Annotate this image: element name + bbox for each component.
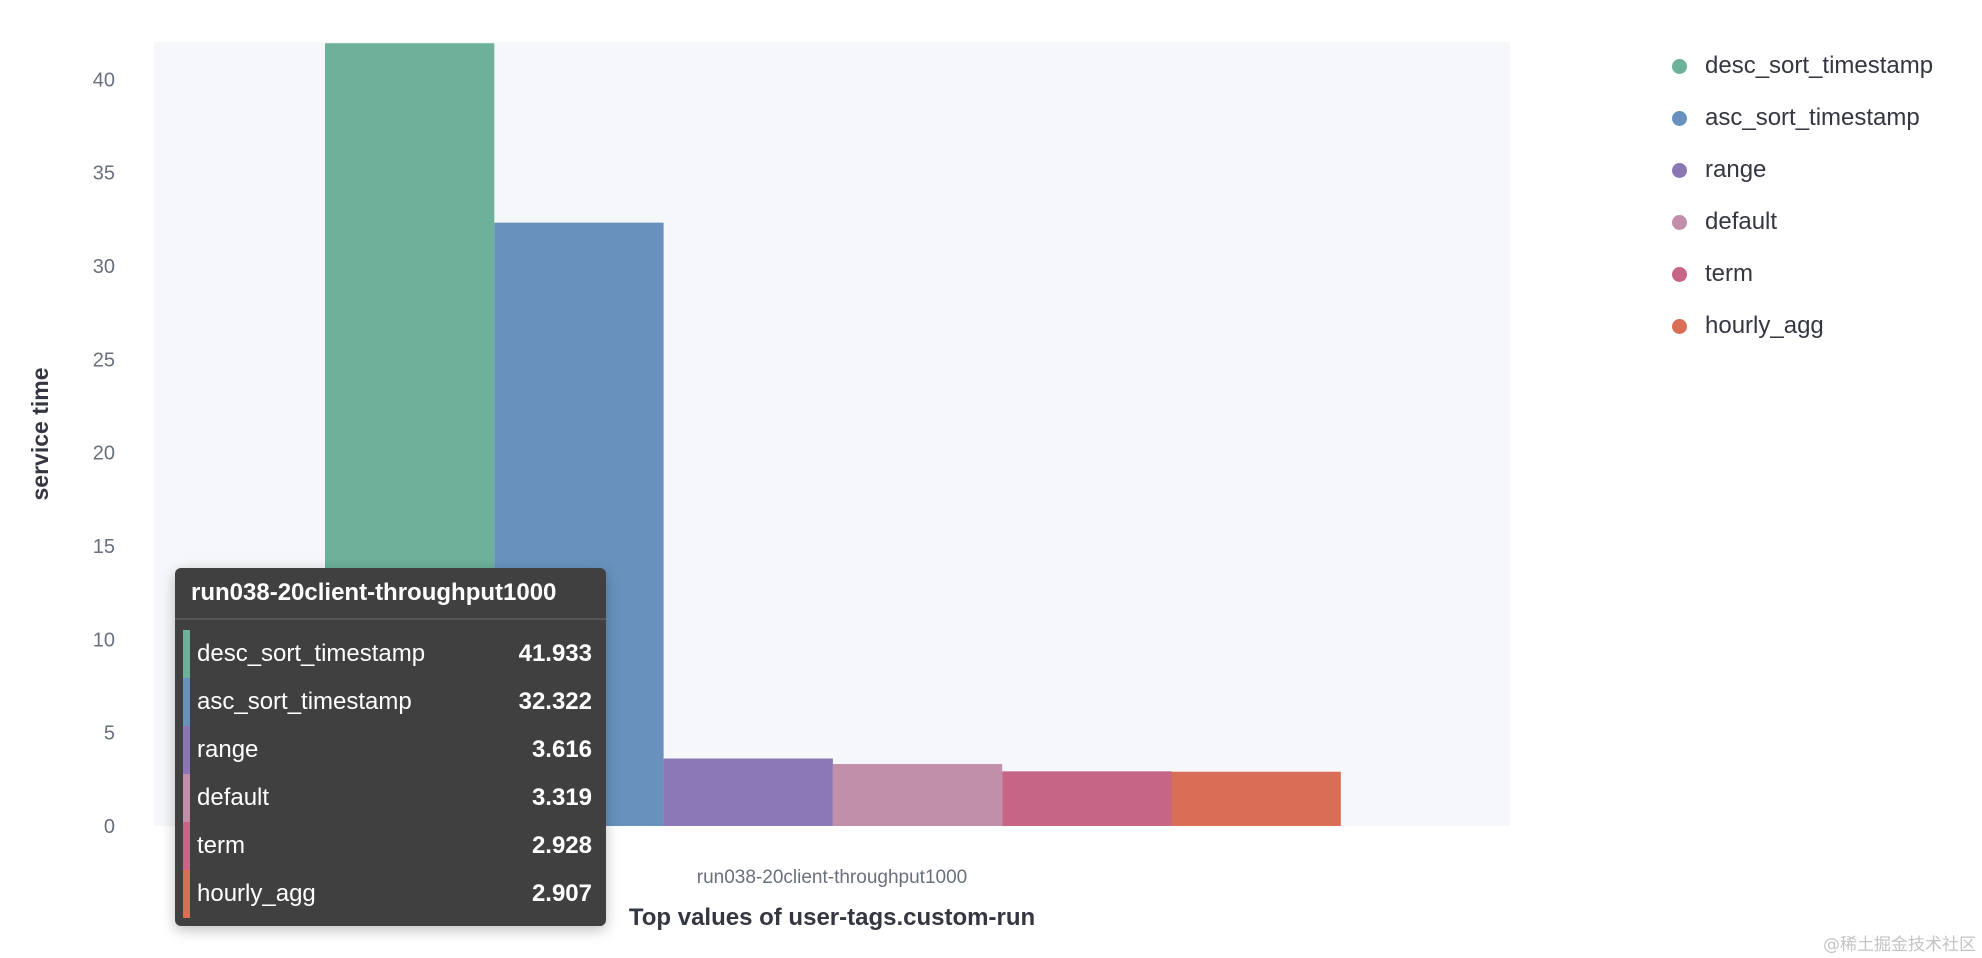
legend-label: asc_sort_timestamp xyxy=(1705,104,1920,131)
tooltip-row: desc_sort_timestamp 41.933 xyxy=(175,630,606,678)
tooltip-row: term 2.928 xyxy=(175,822,606,870)
tooltip-row: default 3.319 xyxy=(175,774,606,822)
legend-swatch-icon xyxy=(1672,162,1687,178)
legend-item-default[interactable]: default xyxy=(1672,196,1933,248)
legend: desc_sort_timestamp asc_sort_timestamp r… xyxy=(1672,40,1933,352)
legend-item-asc-sort-timestamp[interactable]: asc_sort_timestamp xyxy=(1672,92,1933,144)
legend-swatch-icon xyxy=(1672,266,1687,282)
legend-item-range[interactable]: range xyxy=(1672,144,1933,196)
tooltip-color-swatch xyxy=(183,630,190,678)
tooltip-series-name: term xyxy=(197,832,245,859)
y-tick-label: 35 xyxy=(93,163,115,185)
tooltip-row: asc_sort_timestamp 32.322 xyxy=(175,678,606,726)
tooltip-row: range 3.616 xyxy=(175,726,606,774)
tooltip-series-value: 2.907 xyxy=(531,880,592,907)
legend-swatch-icon xyxy=(1672,58,1687,74)
legend-item-desc-sort-timestamp[interactable]: desc_sort_timestamp xyxy=(1672,40,1933,92)
legend-item-term[interactable]: term xyxy=(1672,248,1933,300)
y-tick-label: 5 xyxy=(104,723,115,745)
tooltip-series-value: 41.933 xyxy=(518,640,592,667)
legend-label: hourly_agg xyxy=(1705,312,1824,339)
watermark: @稀土掘金技术社区 xyxy=(1823,935,1976,955)
legend-swatch-icon xyxy=(1672,110,1687,126)
tooltip-series-value: 32.322 xyxy=(518,688,592,715)
legend-swatch-icon xyxy=(1672,214,1687,230)
bar-default[interactable] xyxy=(832,764,1003,826)
tooltip-color-swatch xyxy=(183,774,190,822)
tooltip-rows: desc_sort_timestamp 41.933 asc_sort_time… xyxy=(175,620,606,918)
tooltip-row: hourly_agg 2.907 xyxy=(175,870,606,918)
y-tick-label: 20 xyxy=(93,443,115,465)
tooltip-title: run038-20client-throughput1000 xyxy=(175,568,606,620)
y-axis-ticks: 0 5 10 15 20 25 30 35 40 xyxy=(93,69,115,838)
legend-label: term xyxy=(1705,260,1753,287)
y-axis-title: service time xyxy=(27,368,53,501)
legend-item-hourly-agg[interactable]: hourly_agg xyxy=(1672,300,1933,352)
x-axis-title: Top values of user-tags.custom-run xyxy=(629,904,1035,931)
tooltip-series-name: asc_sort_timestamp xyxy=(197,688,412,715)
tooltip-color-swatch xyxy=(183,822,190,870)
x-tick-label: run038-20client-throughput1000 xyxy=(697,867,967,888)
bar-term[interactable] xyxy=(1002,771,1172,826)
tooltip-series-name: default xyxy=(197,784,270,811)
tooltip-series-value: 3.319 xyxy=(531,784,592,811)
y-tick-label: 25 xyxy=(93,349,115,371)
tooltip-series-value: 3.616 xyxy=(531,736,592,763)
tooltip-color-swatch xyxy=(183,678,190,726)
tooltip-color-swatch xyxy=(183,726,190,774)
tooltip-series-name: range xyxy=(197,736,259,763)
tooltip-color-swatch xyxy=(183,870,190,918)
y-tick-label: 10 xyxy=(93,629,115,651)
legend-swatch-icon xyxy=(1672,318,1687,334)
y-tick-label: 30 xyxy=(93,256,115,278)
tooltip-series-name: desc_sort_timestamp xyxy=(197,640,426,667)
tooltip-series-value: 2.928 xyxy=(531,832,592,859)
legend-label: default xyxy=(1705,208,1778,235)
y-tick-label: 15 xyxy=(93,536,115,558)
legend-label: range xyxy=(1705,156,1767,183)
legend-label: desc_sort_timestamp xyxy=(1705,52,1934,79)
y-tick-label: 0 xyxy=(104,816,115,838)
bar-range[interactable] xyxy=(663,758,833,826)
bar-hourly-agg[interactable] xyxy=(1171,771,1341,826)
y-tick-label: 40 xyxy=(93,69,115,91)
tooltip-series-name: hourly_agg xyxy=(197,880,316,907)
chart-tooltip: run038-20client-throughput1000 desc_sort… xyxy=(175,568,606,926)
